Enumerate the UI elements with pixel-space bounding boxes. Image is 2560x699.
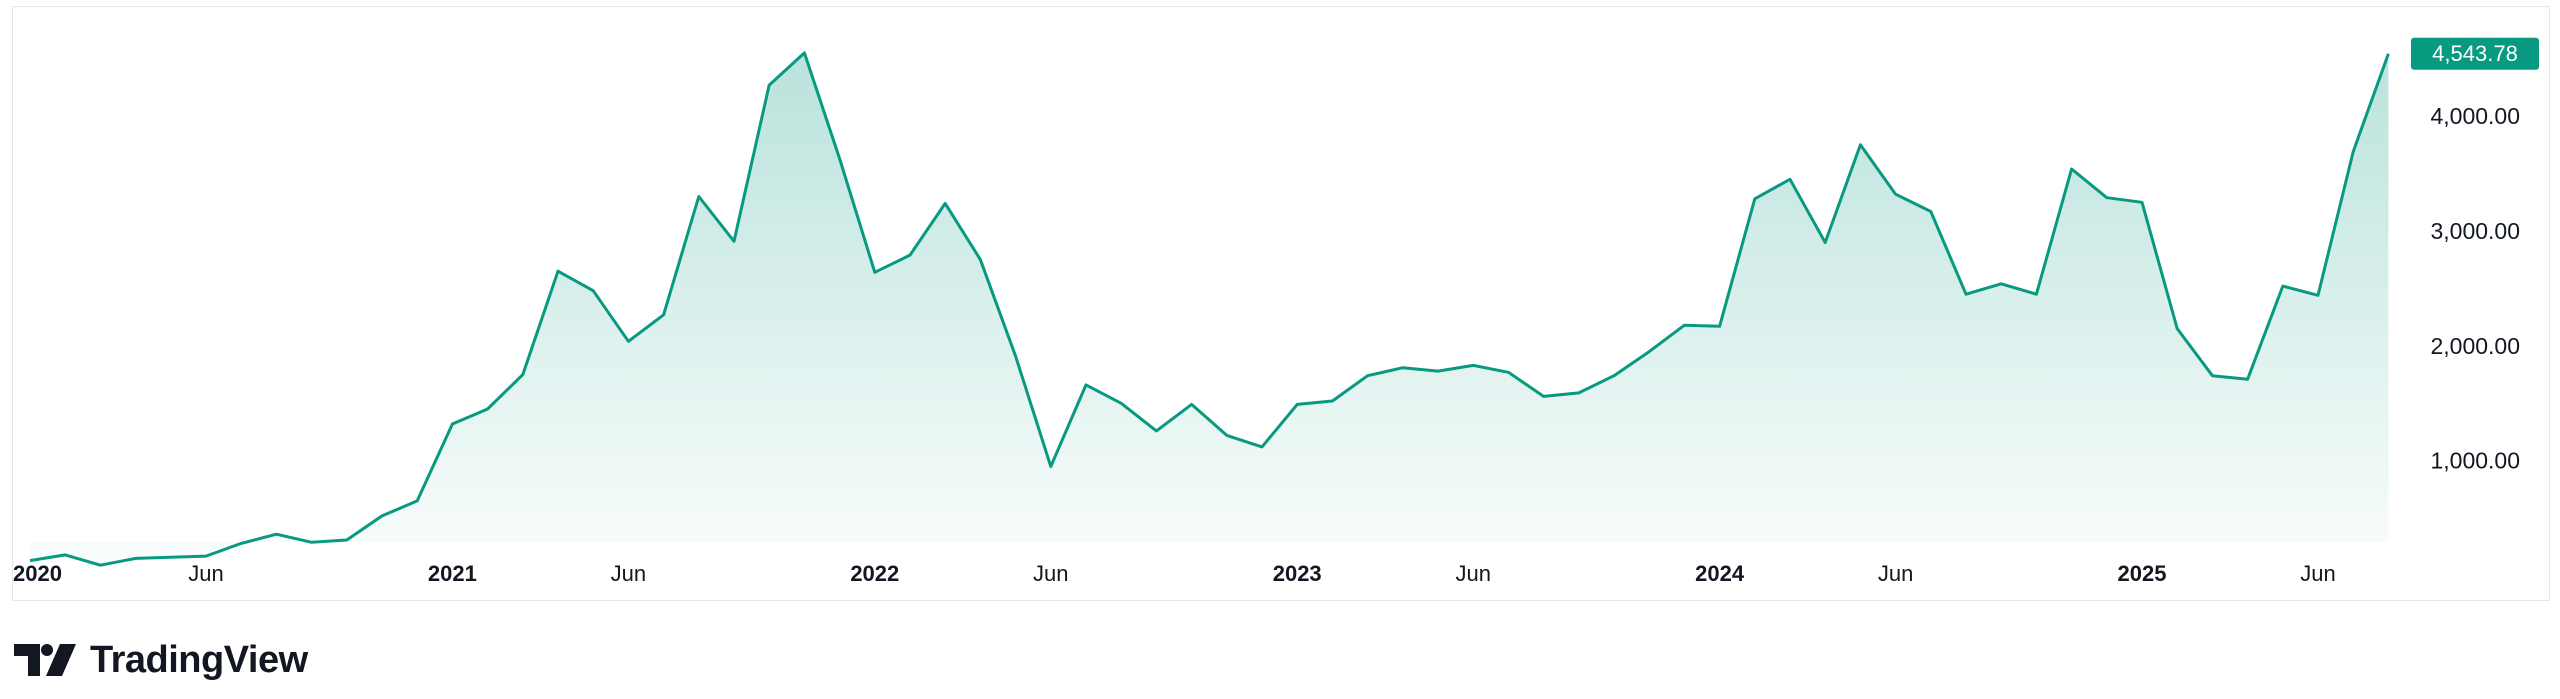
data-point[interactable]: [449, 421, 455, 427]
data-point[interactable]: [625, 338, 631, 344]
data-point[interactable]: [2033, 291, 2039, 297]
data-point[interactable]: [1576, 390, 1582, 396]
y-tick-label: 3,000.00: [2430, 218, 2520, 244]
data-point[interactable]: [97, 562, 103, 568]
price-area-fill: [30, 52, 2389, 566]
data-point[interactable]: [1541, 393, 1547, 399]
data-point[interactable]: [273, 531, 279, 537]
data-point[interactable]: [203, 553, 209, 559]
data-point[interactable]: [379, 513, 385, 519]
data-point[interactable]: [2174, 326, 2180, 332]
x-tick-month-label: Jun: [1033, 561, 1068, 586]
data-point[interactable]: [2104, 195, 2110, 201]
data-point[interactable]: [309, 539, 315, 545]
data-point[interactable]: [1928, 209, 1934, 215]
last-price-badge: [2411, 37, 2539, 70]
data-point[interactable]: [1787, 176, 1793, 182]
data-point[interactable]: [1717, 323, 1723, 329]
data-point[interactable]: [2209, 373, 2215, 379]
data-point[interactable]: [1329, 398, 1335, 404]
data-point[interactable]: [344, 537, 350, 543]
data-point[interactable]: [1998, 281, 2004, 287]
data-point[interactable]: [2280, 283, 2286, 289]
x-tick-month-label: Jun: [611, 561, 646, 586]
data-point[interactable]: [1857, 142, 1863, 148]
data-point[interactable]: [1224, 432, 1230, 438]
data-point[interactable]: [1963, 291, 1969, 297]
data-point[interactable]: [2139, 199, 2145, 205]
data-point[interactable]: [520, 372, 526, 378]
data-point[interactable]: [1083, 382, 1089, 388]
data-point[interactable]: [977, 257, 983, 263]
x-tick-year-label: 2022: [850, 561, 899, 586]
data-point[interactable]: [1470, 362, 1476, 368]
data-point[interactable]: [1259, 444, 1265, 450]
data-point[interactable]: [1893, 191, 1899, 197]
data-point[interactable]: [2315, 292, 2321, 298]
y-tick-label: 1,000.00: [2430, 448, 2520, 474]
data-point[interactable]: [942, 200, 948, 206]
data-point[interactable]: [1118, 400, 1124, 406]
x-tick-month-label: Jun: [188, 561, 223, 586]
data-point[interactable]: [1681, 322, 1687, 328]
data-point[interactable]: [1505, 369, 1511, 375]
data-point[interactable]: [168, 554, 174, 560]
x-tick-month-label: Jun: [2300, 561, 2335, 586]
data-point[interactable]: [1294, 401, 1300, 407]
data-point[interactable]: [555, 268, 561, 274]
data-point[interactable]: [485, 406, 491, 412]
tradingview-logo-icon: [14, 644, 76, 676]
tradingview-brand[interactable]: TradingView: [14, 636, 308, 684]
data-point[interactable]: [907, 252, 913, 258]
data-point[interactable]: [1752, 196, 1758, 202]
price-chart[interactable]: 1,000.00 2,000.00 3,000.00 4,000.00 2020 Jun…: [13, 7, 2551, 602]
data-point[interactable]: [2350, 149, 2356, 155]
data-point[interactable]: [1822, 240, 1828, 246]
x-tick-year-label: 2020: [13, 561, 62, 586]
last-price-label: 4,543.78: [2432, 41, 2518, 66]
data-point[interactable]: [766, 82, 772, 88]
data-point[interactable]: [1153, 428, 1159, 434]
data-point[interactable]: [133, 555, 139, 561]
data-point[interactable]: [2069, 166, 2075, 172]
data-point[interactable]: [1365, 373, 1371, 379]
data-point[interactable]: [1013, 353, 1019, 359]
x-tick-year-label: 2024: [1695, 561, 1745, 586]
brand-name: TradingView: [90, 638, 308, 681]
data-point[interactable]: [238, 540, 244, 546]
data-point[interactable]: [1646, 349, 1652, 355]
data-point[interactable]: [62, 552, 68, 558]
y-tick-label: 2,000.00: [2430, 333, 2520, 359]
data-point[interactable]: [414, 498, 420, 504]
data-point[interactable]: [872, 269, 878, 275]
data-point[interactable]: [1400, 365, 1406, 371]
data-point[interactable]: [837, 156, 843, 162]
price-line: [29, 51, 2390, 567]
data-point[interactable]: [1048, 464, 1054, 470]
data-point[interactable]: [1435, 368, 1441, 374]
x-tick-year-label: 2021: [428, 561, 477, 586]
data-point[interactable]: [2245, 376, 2251, 382]
x-tick-month-label: Jun: [1455, 561, 1490, 586]
data-point[interactable]: [1611, 373, 1617, 379]
data-point[interactable]: [1189, 401, 1195, 407]
y-tick-label: 4,000.00: [2430, 103, 2520, 129]
data-point[interactable]: [2385, 51, 2391, 57]
data-point[interactable]: [590, 288, 596, 294]
data-point[interactable]: [661, 312, 667, 318]
data-point[interactable]: [731, 238, 737, 244]
data-point[interactable]: [696, 194, 702, 200]
x-tick-month-label: Jun: [1878, 561, 1913, 586]
data-point[interactable]: [801, 50, 807, 56]
x-tick-year-label: 2023: [1273, 561, 1322, 586]
chart-frame: 1,000.00 2,000.00 3,000.00 4,000.00 2020 Jun…: [12, 6, 2550, 601]
x-tick-year-label: 2025: [2118, 561, 2167, 586]
